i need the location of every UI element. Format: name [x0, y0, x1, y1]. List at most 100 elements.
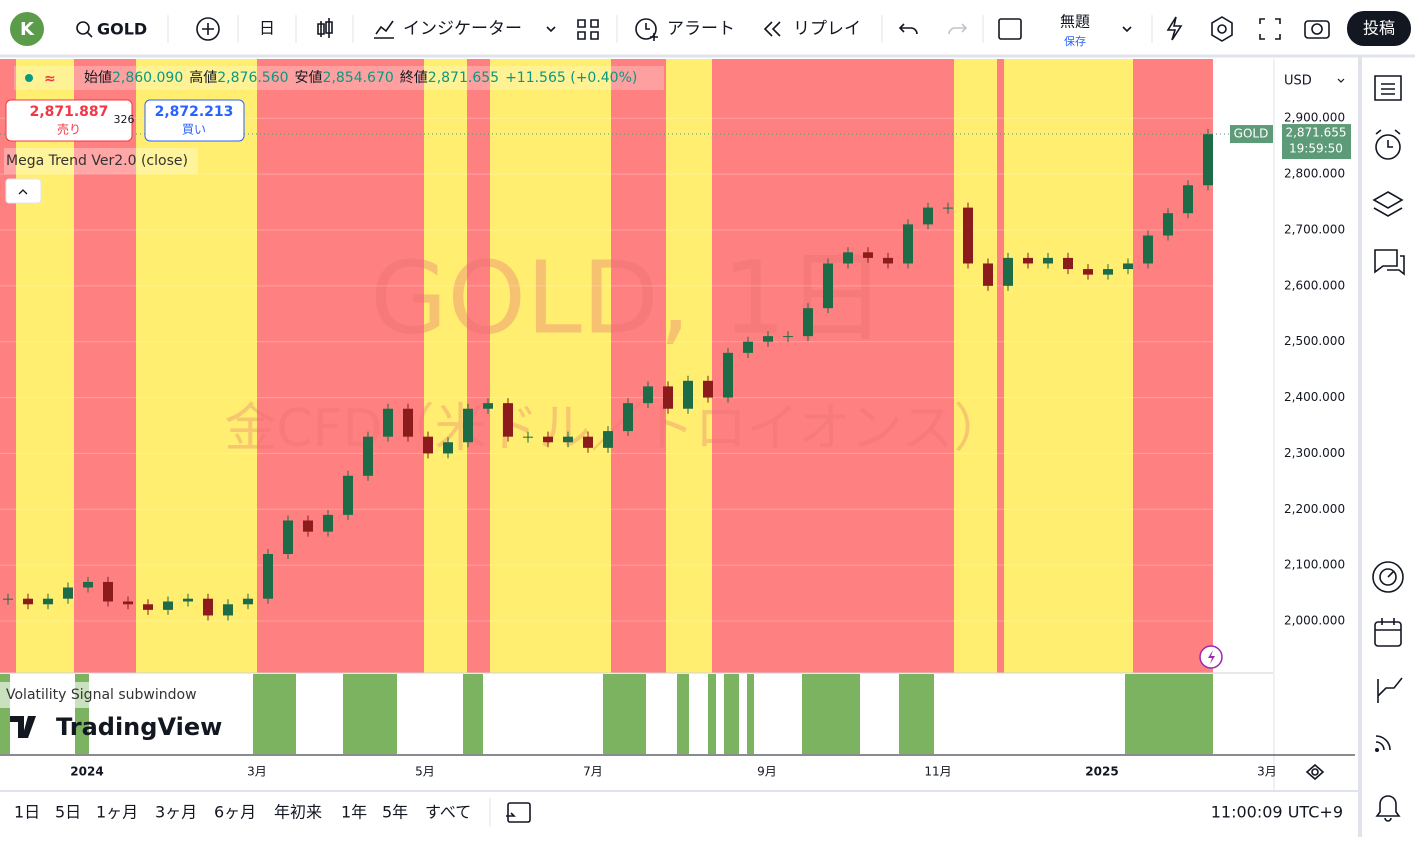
alert[interactable]: アラート: [667, 19, 735, 39]
alert-icon[interactable]: [635, 18, 657, 40]
candle: [583, 436, 593, 448]
candle: [483, 403, 493, 409]
price-tag-value: 2,871.655: [1285, 126, 1346, 140]
range-button[interactable]: すべて: [425, 803, 471, 822]
calendar-icon[interactable]: [1374, 621, 1402, 647]
y-tick-label: 2,500.000: [1284, 334, 1345, 348]
candle: [743, 341, 753, 353]
x-tick-label: 2025: [1085, 765, 1118, 779]
search-icon[interactable]: [76, 21, 90, 35]
chat-icon[interactable]: [1374, 249, 1405, 276]
range-button[interactable]: 年初来: [274, 803, 322, 822]
chart-type-icon[interactable]: [317, 18, 333, 38]
buy-button[interactable]: [144, 99, 245, 142]
range-button[interactable]: 1年: [341, 803, 367, 822]
candle: [223, 604, 233, 616]
candle: [103, 581, 113, 602]
candle: [643, 386, 653, 404]
legend-high-label: 高値: [189, 69, 217, 86]
symbol-tag-label: GOLD: [1234, 127, 1269, 141]
fullscreen-icon[interactable]: [1259, 18, 1281, 40]
candle: [1203, 134, 1213, 186]
redo-icon[interactable]: [948, 23, 968, 35]
interval[interactable]: 日: [259, 19, 275, 38]
symbol-tag: [1230, 125, 1273, 144]
candle: [1083, 269, 1093, 275]
symbol[interactable]: GOLD: [97, 20, 147, 39]
watchlist-icon[interactable]: [1374, 75, 1402, 101]
layout-name[interactable]: 無題: [1060, 13, 1090, 31]
candle: [463, 408, 473, 443]
legend-low-label: 安値: [295, 70, 323, 86]
candle: [623, 403, 633, 432]
candle: [1103, 269, 1113, 275]
indicators[interactable]: インジケーター: [403, 19, 522, 39]
avatar[interactable]: [10, 12, 44, 46]
gauge-icon[interactable]: [1372, 561, 1404, 593]
candle: [183, 598, 193, 602]
candle: [323, 514, 333, 532]
layout-icon[interactable]: [998, 18, 1022, 40]
replay[interactable]: リプレイ: [793, 19, 861, 39]
compare-icon[interactable]: ≈: [44, 71, 56, 87]
axis-settings-icon[interactable]: [1305, 763, 1325, 781]
candle: [803, 308, 813, 337]
candle: [203, 598, 213, 616]
range-button[interactable]: 5日: [55, 803, 81, 822]
candle: [763, 336, 773, 342]
y-tick-label: 2,400.000: [1284, 390, 1345, 404]
legend-low: 2,854.670: [323, 70, 394, 86]
save[interactable]: 保存: [1064, 34, 1086, 48]
replay-icon[interactable]: [763, 21, 781, 37]
layers-icon[interactable]: [1372, 191, 1404, 217]
candle: [543, 436, 553, 443]
publish-button[interactable]: [1347, 11, 1411, 46]
currency-select[interactable]: [1278, 66, 1350, 94]
goto-date-icon[interactable]: [507, 802, 531, 823]
alerts-icon[interactable]: [1375, 134, 1401, 160]
candle: [563, 436, 573, 443]
brand-logo: [10, 716, 36, 738]
candle: [963, 207, 973, 264]
candle: [723, 352, 733, 398]
range-button[interactable]: 1日: [14, 803, 40, 822]
candle: [403, 408, 413, 437]
y-tick-label: 2,100.000: [1284, 558, 1345, 572]
legend-close: 2,871.655: [428, 70, 499, 86]
notifications-icon[interactable]: [1375, 795, 1401, 822]
quick-search-icon[interactable]: [1166, 16, 1183, 41]
candle: [923, 207, 933, 225]
candle: [683, 380, 693, 409]
range-button[interactable]: 5年: [382, 803, 408, 822]
add-icon[interactable]: [196, 17, 220, 41]
range-button[interactable]: 3ヶ月: [155, 803, 197, 822]
undo-icon[interactable]: [898, 23, 918, 35]
candle: [843, 252, 853, 264]
sell-button[interactable]: [5, 99, 133, 142]
subwindow-title: Volatility Signal subwindow: [6, 687, 197, 703]
sidebar: [1372, 75, 1405, 822]
stream-icon[interactable]: [1375, 735, 1391, 751]
indicators-icon[interactable]: [374, 20, 394, 39]
legend-high: 2,876.560: [217, 70, 288, 86]
range-button[interactable]: 1ヶ月: [96, 803, 138, 822]
candle: [383, 408, 393, 437]
snapshot-icon[interactable]: [1304, 20, 1330, 39]
x-tick-label: 3月: [1257, 765, 1277, 779]
range-button[interactable]: 6ヶ月: [214, 803, 256, 822]
y-tick-label: 2,200.000: [1284, 502, 1345, 516]
candle: [23, 598, 33, 605]
drawing-icon[interactable]: [1377, 677, 1403, 703]
sell-price: 2,871.887: [30, 104, 109, 120]
visibility-dot[interactable]: [25, 74, 33, 82]
indicator-name: Mega Trend Ver2.0 (close): [6, 153, 188, 169]
y-tick-label: 2,800.000: [1284, 167, 1345, 181]
y-tick-label: 2,600.000: [1284, 278, 1345, 292]
settings-icon[interactable]: [1211, 16, 1233, 42]
x-tick-label: 2024: [70, 765, 103, 779]
candle: [43, 598, 53, 605]
layouts-icon[interactable]: [577, 19, 599, 40]
buy-price: 2,872.213: [155, 104, 234, 120]
legend-close-label: 終値: [400, 70, 428, 86]
